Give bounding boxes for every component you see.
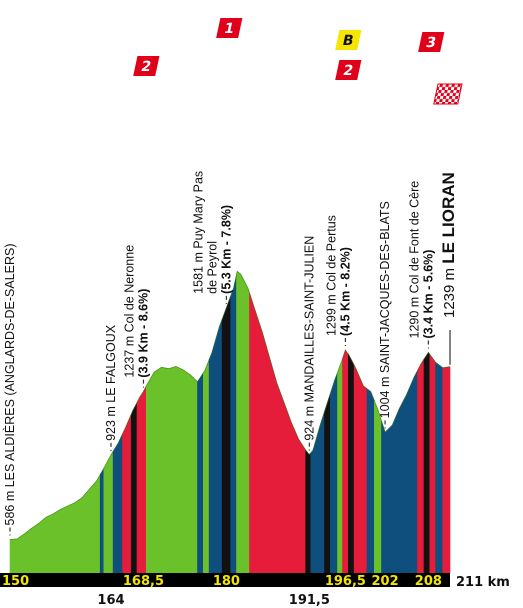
climb-category-badge-2: 2 — [133, 56, 160, 76]
profile-segment-7 — [146, 366, 198, 574]
annotation-label-3-0: 1581 m Puy Mary Pas — [191, 171, 205, 294]
climb-category-badge-5: 2 — [335, 60, 362, 80]
km-tick-label-top-1: 168,5 — [123, 574, 164, 589]
profile-segment-2 — [103, 450, 114, 574]
badge-number: 2 — [140, 59, 153, 75]
bonus-sprint-badge: B — [335, 30, 362, 50]
km-tick-label-bottom-0: 164 — [97, 593, 124, 608]
profile-segment-25 — [381, 408, 400, 574]
badge-number: 3 — [424, 35, 437, 51]
annotation-label-3-2: (5.3 Km - 7.8%) — [219, 205, 233, 294]
profile-segment-4 — [122, 414, 132, 574]
badge-bg — [133, 56, 160, 76]
profile-segment-28 — [423, 351, 431, 574]
annotation-label-2-0: 1237 m Col de Neronne — [122, 245, 136, 378]
badge-number: 1 — [222, 21, 235, 37]
climb-badges: 2 1 2 B 3 — [133, 18, 463, 105]
profile-segment-10 — [208, 319, 223, 574]
annotation-label-1-0: 923 m LE FALGOUX — [104, 324, 118, 441]
km-tick-label-top-3: 196,5 — [325, 574, 366, 589]
profile-segment-13 — [236, 270, 250, 574]
profile-segment-22 — [353, 364, 368, 574]
profile-segment-15 — [305, 449, 312, 574]
badge-bg — [335, 60, 362, 80]
km-end-label: 211 km — [456, 575, 510, 590]
km-tick-label-top-2: 180 — [213, 574, 240, 589]
profile-segment-9 — [203, 359, 210, 574]
annotation-label-7-0: 1290 m Col de Font de Cère — [407, 181, 421, 339]
profile-segment-0 — [9, 473, 101, 574]
km-tick-label-top-0: 150 — [2, 574, 29, 589]
profile-segment-1 — [99, 467, 105, 574]
profile-segment-5 — [130, 402, 138, 574]
place-labels: 586 m LES ALDIÈRES (ANGLARDS-DE-SALERS) 9… — [2, 171, 458, 526]
annotation-label-6-0: 1004 m SAINT-JACQUES-DES-BLATS — [378, 201, 392, 418]
profile-segment-12 — [230, 274, 237, 574]
bonus-badge-letter: B — [341, 33, 355, 49]
profile-segment-29 — [429, 353, 436, 574]
annotation-label-5-1: (4.5 Km - 8.2%) — [338, 247, 352, 336]
summit-guides — [9, 295, 451, 536]
profile-segment-21 — [348, 353, 355, 574]
km-axis: 150 168,5 180 196,5 202 208 164 191,5 211 km — [0, 573, 510, 608]
finish-flag-icon — [433, 83, 463, 105]
badge-bg — [216, 18, 243, 38]
climb-category-badge-3: 1 — [216, 18, 243, 38]
profile-segment-17 — [324, 393, 331, 574]
profile-segments — [9, 270, 451, 574]
badge-bg — [418, 32, 445, 52]
profile-segment-6 — [136, 385, 147, 574]
annotation-label-3-1: de Peyrol — [205, 241, 219, 294]
annotation-label-2-1: (3.9 Km - 8.6%) — [136, 289, 150, 378]
profile-segment-19 — [337, 358, 343, 574]
km-tick-label-bottom-1: 191,5 — [289, 593, 330, 608]
finish-flag-checker — [433, 83, 463, 105]
km-tick-label-top-4: 202 — [372, 574, 399, 589]
badge-number: 2 — [342, 63, 355, 79]
km-axis-bar — [0, 573, 450, 587]
annotation-label-7-1: (3.4 Km - 5.6%) — [421, 250, 435, 339]
profile-segment-8 — [197, 371, 204, 574]
annotation-label-8-0: 1239 m LE LIORAN — [439, 172, 458, 318]
profile-segment-31 — [442, 366, 451, 574]
profile-segment-23 — [366, 388, 375, 574]
climb-category-badge-7: 3 — [418, 32, 445, 52]
profile-segment-14 — [249, 292, 306, 574]
profile-segment-24 — [374, 400, 382, 574]
profile-segment-30 — [435, 361, 444, 574]
profile-segment-26 — [399, 370, 418, 574]
profile-outline — [9, 270, 451, 540]
annotation-label-0-0: 586 m LES ALDIÈRES (ANGLARDS-DE-SALERS) — [2, 243, 17, 525]
annotation-label-5-0: 1299 m Col de Pertus — [324, 215, 338, 336]
km-tick-label-top-5: 208 — [415, 574, 442, 589]
profile-segment-3 — [112, 433, 123, 574]
profile-segment-20 — [342, 349, 349, 574]
bonus-badge-bg — [335, 30, 362, 50]
annotation-label-4-0: 924 m MANDAILLES-SAINT-JULIEN — [302, 236, 316, 441]
profile-segment-11 — [221, 295, 231, 574]
profile-segment-27 — [417, 358, 425, 574]
profile-segment-18 — [330, 372, 338, 574]
